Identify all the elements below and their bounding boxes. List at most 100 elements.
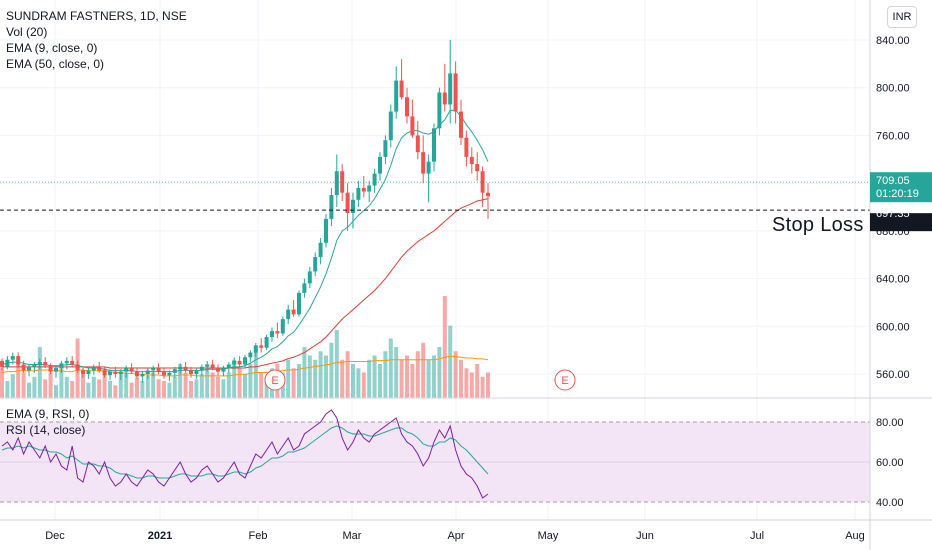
candle-body	[86, 370, 91, 374]
legend: SUNDRAM FASTNERS, 1D, NSE Vol (20) EMA (…	[6, 8, 187, 72]
volume-bar	[135, 377, 139, 398]
candle	[151, 365, 156, 377]
price-tick-label: 760.00	[876, 130, 910, 142]
candle-body	[97, 366, 102, 371]
candle	[399, 59, 404, 100]
volume-bar	[97, 379, 102, 398]
candle-body	[270, 331, 274, 338]
volume-bar	[102, 368, 107, 398]
candle	[32, 362, 37, 373]
volume-bar	[10, 374, 15, 398]
candle	[91, 364, 96, 376]
stop-price-tag-bg	[870, 213, 932, 232]
volume-bar	[291, 368, 296, 398]
volume-bar	[16, 359, 21, 398]
candle-body	[410, 116, 415, 136]
candle	[480, 166, 485, 207]
volume-bar	[394, 347, 399, 398]
rsi-pane	[0, 409, 870, 503]
candle	[291, 300, 296, 317]
candle-body	[334, 171, 339, 196]
volume-bar	[221, 379, 226, 398]
candle-body	[275, 331, 280, 334]
earnings-marker	[264, 369, 286, 391]
candle-body	[151, 368, 156, 371]
volume-bar	[297, 364, 301, 398]
candle-body	[415, 135, 420, 153]
rsi-ema-line	[1, 425, 489, 479]
candle-body	[81, 370, 85, 374]
candle-body	[232, 360, 237, 365]
candle-body	[75, 364, 80, 371]
candle-body	[421, 152, 426, 174]
candle-body	[129, 368, 134, 372]
time-tick-label: Dec	[45, 530, 65, 542]
volume-bar	[410, 364, 415, 398]
time-tick-label: Feb	[249, 530, 268, 542]
rsi-line	[1, 409, 489, 499]
volume-bar	[334, 330, 339, 398]
candle	[21, 360, 26, 373]
time-tick-label: May	[538, 530, 559, 542]
candle-body	[199, 366, 204, 371]
candle	[421, 135, 426, 184]
legend-vol: Vol (20)	[6, 25, 48, 39]
volume-bar	[388, 338, 393, 398]
candle	[27, 364, 31, 377]
stop-price-value: 697.35	[876, 208, 910, 220]
volume-bar	[210, 372, 215, 398]
price-tick-label: 800.00	[876, 83, 910, 95]
volume-bar	[313, 359, 318, 398]
rsi-legend: EMA (9, RSI, 0) RSI (14, close)	[6, 406, 89, 438]
candle	[243, 354, 247, 369]
price-tick-label: 640.00	[876, 274, 910, 286]
candle-body	[135, 371, 139, 377]
volume-bar	[415, 351, 420, 398]
candle-body	[394, 80, 399, 112]
candle-body	[113, 371, 118, 374]
candle-body	[486, 192, 490, 197]
volume-bar	[205, 368, 210, 398]
volume-bar	[378, 364, 382, 398]
candle-body	[237, 360, 242, 365]
candle	[64, 357, 69, 370]
candle	[383, 135, 388, 165]
candle-body	[367, 185, 372, 192]
candle	[124, 365, 129, 378]
candle	[318, 238, 323, 265]
volume-bar	[162, 381, 166, 398]
candle	[464, 130, 469, 167]
volume-bar	[226, 372, 231, 398]
candle	[426, 154, 431, 203]
candle	[356, 180, 361, 207]
candle	[324, 214, 328, 248]
volume-bar	[54, 385, 58, 398]
candle	[329, 187, 334, 227]
volume-bar	[318, 351, 323, 398]
currency-button[interactable]: INR	[887, 6, 917, 28]
candle	[16, 352, 21, 367]
ema9-line	[1, 109, 489, 373]
candle	[113, 366, 118, 378]
volume-bar	[329, 342, 334, 398]
candle	[199, 364, 204, 376]
candle-body	[313, 257, 318, 272]
candle	[129, 363, 134, 374]
candle	[253, 342, 258, 358]
candle-body	[345, 192, 350, 213]
volume-bar	[140, 381, 145, 398]
candle	[275, 322, 280, 339]
candle-body	[248, 352, 253, 358]
volume-bar	[259, 372, 264, 398]
candle	[205, 360, 210, 372]
candle	[259, 338, 264, 353]
volume-bar	[37, 347, 42, 398]
candle-body	[469, 156, 474, 165]
candle	[162, 368, 166, 379]
candle	[264, 334, 269, 351]
candle	[216, 364, 220, 376]
volume-bar	[372, 355, 377, 398]
volume-bar	[361, 372, 366, 398]
candle	[405, 87, 409, 124]
volume-bar	[91, 376, 96, 398]
